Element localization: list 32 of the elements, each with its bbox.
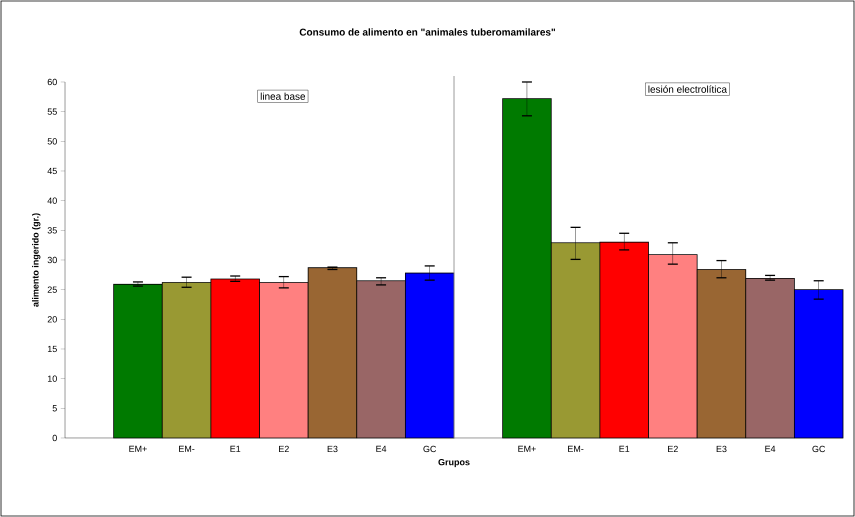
annotation: linea base [260, 92, 306, 100]
x-tick-label: GC [423, 446, 436, 452]
x-tick-label: E2 [668, 446, 678, 452]
y-tick-label: 15 [48, 346, 57, 352]
y-tick-label: 25 [48, 286, 57, 293]
y-tick-label: 50 [48, 138, 57, 144]
x-tick-label: E1 [230, 446, 240, 452]
y-tick-label: 60 [48, 78, 57, 86]
x-tick-label: GC [812, 446, 826, 452]
x-tick-label: EM+ [129, 446, 147, 452]
y-tick-label: 45 [47, 168, 57, 174]
y-tick-label: 30 [48, 256, 57, 264]
y-axis-title: alimento ingerido (gr.) [32, 213, 40, 307]
x-tick-label: EM+ [518, 446, 536, 452]
x-axis-title: Grupos [438, 458, 470, 468]
x-tick-label: E1 [619, 446, 630, 452]
x-tick-label: EM- [568, 446, 584, 452]
x-tick-label: E3 [716, 446, 727, 452]
y-tick-label: 10 [48, 375, 57, 382]
y-tick-label: 5 [52, 405, 57, 412]
chart-title: Consumo de alimento en "animales tuberomamilares" [300, 28, 556, 36]
x-tick-label: E3 [328, 446, 338, 452]
y-tick-label: 40 [47, 197, 57, 204]
annotation: lesión electrolítica [648, 85, 727, 93]
x-tick-label: EM- [179, 446, 194, 452]
x-tick-label: E4 [376, 446, 386, 452]
x-tick-label: E4 [765, 446, 776, 452]
x-tick-label: E2 [279, 446, 289, 452]
y-tick-label: 55 [48, 108, 57, 115]
y-tick-label: 0 [52, 434, 57, 442]
y-tick-label: 35 [48, 227, 57, 234]
y-tick-label: 20 [48, 316, 57, 322]
